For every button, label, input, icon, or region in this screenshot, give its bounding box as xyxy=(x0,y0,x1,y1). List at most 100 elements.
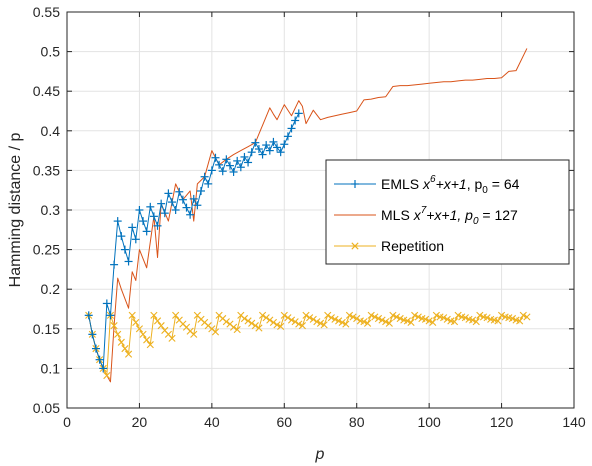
data-point xyxy=(103,371,111,380)
x-tick-label: 140 xyxy=(562,414,586,430)
marker-stroke xyxy=(342,320,350,328)
data-point xyxy=(324,311,332,319)
data-point xyxy=(407,318,415,327)
data-point xyxy=(236,163,245,172)
data-point xyxy=(168,334,176,342)
marker-stroke xyxy=(132,318,140,327)
marker-stroke xyxy=(204,322,212,330)
data-point xyxy=(283,132,292,141)
y-axis-label: Hamming distance / p xyxy=(7,133,24,288)
x-tick-label: 20 xyxy=(132,414,148,430)
data-point xyxy=(291,318,299,326)
data-point xyxy=(124,350,133,358)
data-point xyxy=(189,194,198,203)
marker-stroke xyxy=(414,313,422,321)
data-point xyxy=(262,141,271,150)
marker-stroke xyxy=(432,311,440,319)
data-point xyxy=(273,321,281,329)
marker-stroke xyxy=(161,326,169,334)
y-tick-label: 0.15 xyxy=(33,321,60,337)
data-point xyxy=(229,323,238,331)
data-point xyxy=(153,317,162,325)
marker-stroke xyxy=(175,316,183,324)
data-point xyxy=(403,317,412,325)
legend-label-part: 0 xyxy=(473,216,479,227)
marker-stroke xyxy=(483,314,491,322)
marker-stroke xyxy=(490,316,498,324)
marker-stroke xyxy=(476,311,484,319)
marker-stroke xyxy=(179,320,187,328)
marker-stroke xyxy=(378,316,386,324)
marker-stroke xyxy=(313,318,321,326)
data-point xyxy=(342,320,350,328)
data-point xyxy=(200,172,209,181)
legend-label-part: 7 xyxy=(421,205,427,216)
marker-stroke xyxy=(516,317,524,325)
series-layer xyxy=(84,48,531,383)
data-point xyxy=(298,322,306,330)
data-point xyxy=(135,206,144,214)
marker-stroke xyxy=(153,317,162,325)
data-point xyxy=(450,318,459,326)
marker-stroke xyxy=(447,317,455,325)
marker-stroke xyxy=(469,316,477,324)
marker-stroke xyxy=(356,317,364,325)
data-point xyxy=(254,145,263,154)
marker-stroke xyxy=(407,318,415,327)
data-point xyxy=(363,319,372,327)
marker-stroke xyxy=(418,314,426,323)
marker-stroke xyxy=(168,334,176,342)
marker-stroke xyxy=(193,311,201,319)
data-point xyxy=(421,315,430,323)
marker-stroke xyxy=(197,315,205,323)
x-tick-label: 80 xyxy=(349,414,365,430)
data-point xyxy=(378,316,386,324)
data-point xyxy=(483,314,491,322)
data-point xyxy=(331,315,339,323)
data-point xyxy=(508,314,517,323)
data-point xyxy=(186,210,195,219)
marker-stroke xyxy=(421,315,430,323)
y-tick-label: 0.35 xyxy=(33,162,60,178)
data-point xyxy=(172,311,180,319)
data-point xyxy=(143,336,151,344)
legend-label-part: EMLS xyxy=(381,176,423,192)
legend-label-part: 0 xyxy=(482,185,488,196)
data-point xyxy=(106,311,115,320)
marker-stroke xyxy=(505,314,513,322)
data-point xyxy=(316,319,325,327)
marker-stroke xyxy=(454,311,462,319)
data-point xyxy=(494,317,502,325)
legend-label-part: , p xyxy=(457,207,473,223)
tick-labels: 0 20 40 60 80 100 120 1400.050.10.150.20.250.30… xyxy=(33,4,586,430)
data-point xyxy=(392,313,401,321)
marker-stroke xyxy=(429,318,437,327)
data-point xyxy=(113,217,122,226)
data-point xyxy=(182,203,191,212)
data-point xyxy=(353,314,361,323)
data-point xyxy=(454,311,462,319)
marker-stroke xyxy=(244,317,252,325)
marker-stroke xyxy=(258,311,267,319)
data-point xyxy=(476,311,484,319)
marker-stroke xyxy=(385,319,393,327)
marker-stroke xyxy=(208,325,216,333)
marker-stroke xyxy=(248,319,256,327)
data-point xyxy=(294,109,303,118)
data-point xyxy=(248,319,256,327)
data-point xyxy=(262,314,270,322)
marker-stroke xyxy=(277,322,285,331)
data-point xyxy=(157,322,165,330)
legend-label: Repetition xyxy=(381,238,444,254)
data-point xyxy=(110,260,119,269)
marker-stroke xyxy=(164,330,172,338)
data-point xyxy=(131,235,140,244)
data-point xyxy=(247,148,256,157)
marker-stroke xyxy=(479,313,488,321)
marker-stroke xyxy=(345,311,354,319)
marker-stroke xyxy=(186,327,194,335)
legend-label-part: MLS xyxy=(381,207,414,223)
data-point xyxy=(469,316,477,324)
data-point xyxy=(472,318,480,326)
data-point xyxy=(196,186,205,195)
